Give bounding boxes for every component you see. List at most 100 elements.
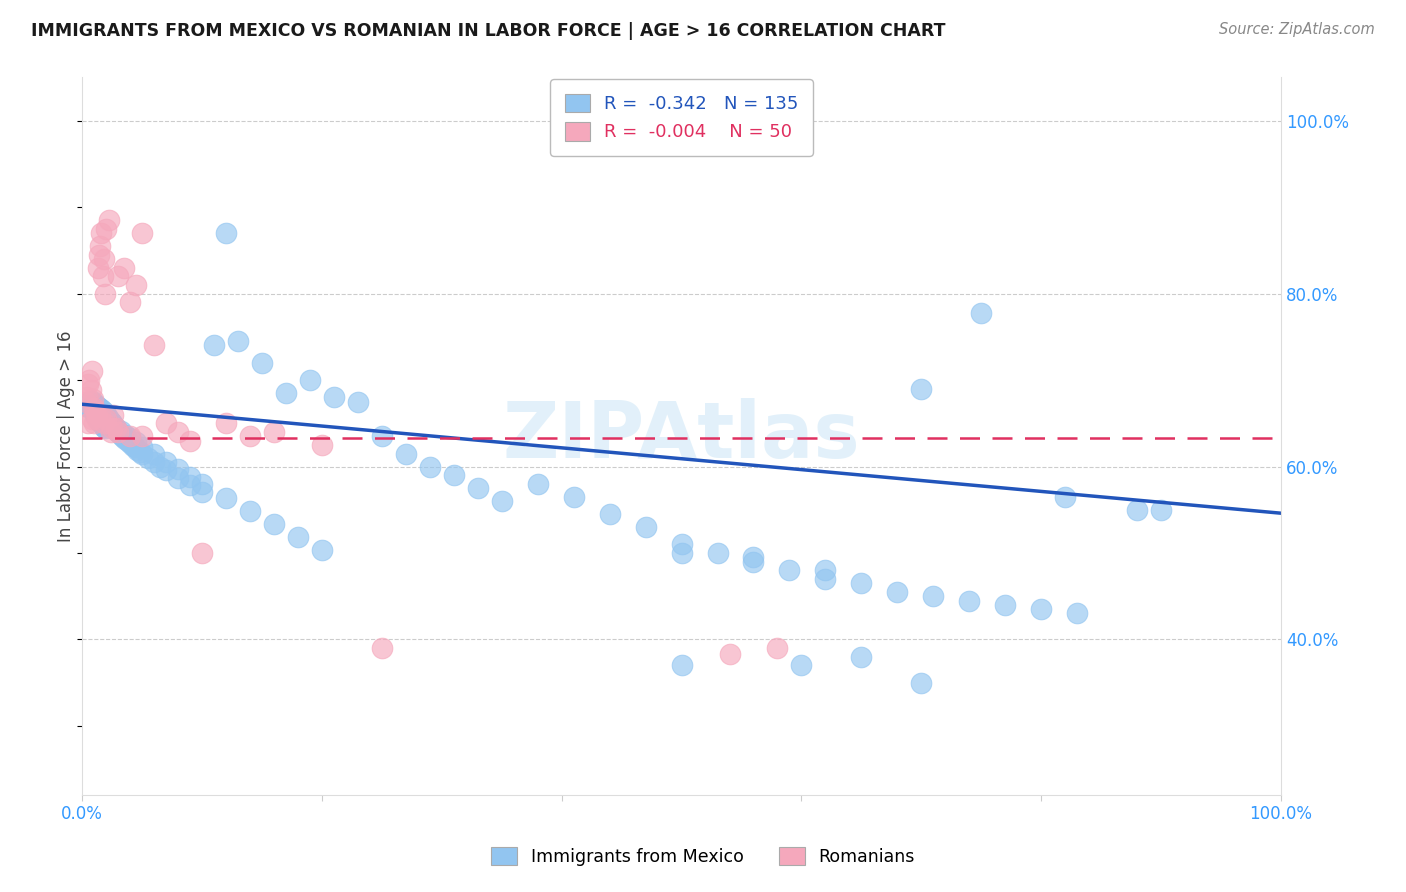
Point (97, 415, 120, 429)
Legend: R =  -0.342   N = 135, R =  -0.004    N = 50: R = -0.342 N = 135, R = -0.004 N = 50 (550, 79, 813, 156)
Point (125, 277, 148, 292)
Point (155, 455, 177, 469)
Point (101, 417, 124, 431)
Point (957, 593, 980, 607)
Point (91, 269, 114, 284)
Point (263, 516, 285, 531)
Point (922, 589, 945, 603)
Point (76, 398, 98, 412)
Point (87, 260, 110, 275)
Point (395, 446, 418, 460)
Point (491, 494, 513, 508)
Point (84, 398, 107, 412)
Point (83, 405, 105, 419)
Point (910, 675, 932, 690)
Point (149, 459, 172, 474)
Point (155, 463, 177, 477)
Point (77, 396, 100, 410)
Point (851, 649, 873, 664)
Point (443, 468, 465, 483)
Point (89, 408, 111, 422)
Point (75, 399, 97, 413)
Point (114, 427, 136, 442)
Y-axis label: In Labor Force | Age > 16: In Labor Force | Age > 16 (58, 331, 75, 542)
Point (89, 239, 111, 253)
Point (79, 396, 101, 410)
Point (80, 393, 103, 408)
Point (79, 400, 101, 414)
Point (994, 598, 1017, 612)
Point (75, 394, 97, 409)
Point (89, 415, 111, 429)
Point (120, 431, 142, 445)
Point (1031, 602, 1053, 616)
Text: ZIPAtlas: ZIPAtlas (503, 398, 860, 475)
Point (155, 417, 177, 431)
Point (671, 546, 693, 560)
Point (179, 434, 201, 448)
Point (131, 446, 153, 460)
Point (127, 443, 149, 458)
Point (100, 416, 122, 430)
Point (87, 413, 110, 427)
Point (179, 470, 201, 484)
Point (778, 563, 800, 577)
Point (371, 641, 394, 656)
Point (298, 373, 321, 387)
Point (125, 435, 148, 450)
Point (94, 408, 117, 422)
Point (467, 481, 489, 495)
Point (86, 405, 108, 419)
Point (322, 390, 344, 404)
Point (76, 390, 98, 404)
Point (215, 417, 238, 431)
Point (82, 392, 104, 406)
Point (107, 269, 129, 284)
Point (94, 406, 117, 420)
Point (634, 520, 657, 534)
Point (79, 400, 101, 414)
Point (124, 441, 146, 455)
Point (83, 417, 105, 431)
Point (311, 542, 333, 557)
Point (120, 436, 142, 450)
Point (77, 395, 100, 409)
Point (112, 260, 135, 275)
Point (107, 425, 129, 439)
Point (671, 658, 693, 673)
Point (104, 422, 127, 436)
Point (136, 450, 159, 465)
Point (94, 221, 117, 235)
Point (107, 425, 129, 439)
Point (103, 417, 125, 432)
Point (215, 226, 238, 240)
Point (120, 295, 142, 310)
Point (87, 400, 110, 414)
Point (101, 420, 124, 434)
Point (104, 420, 127, 434)
Point (79, 394, 101, 409)
Point (82, 397, 104, 411)
Point (84, 408, 107, 422)
Point (347, 394, 370, 409)
Point (79, 397, 101, 411)
Point (82, 403, 104, 417)
Point (94, 412, 117, 426)
Point (100, 425, 122, 439)
Point (671, 537, 693, 551)
Point (80, 364, 103, 378)
Point (93, 410, 115, 425)
Point (87, 407, 110, 421)
Point (79, 401, 101, 415)
Point (80, 401, 103, 416)
Text: Source: ZipAtlas.com: Source: ZipAtlas.com (1219, 22, 1375, 37)
Point (110, 427, 132, 442)
Point (718, 647, 741, 661)
Point (117, 434, 139, 449)
Point (93, 405, 115, 419)
Point (111, 430, 134, 444)
Point (90, 409, 112, 423)
Point (120, 429, 142, 443)
Point (94, 412, 117, 426)
Point (80, 401, 103, 416)
